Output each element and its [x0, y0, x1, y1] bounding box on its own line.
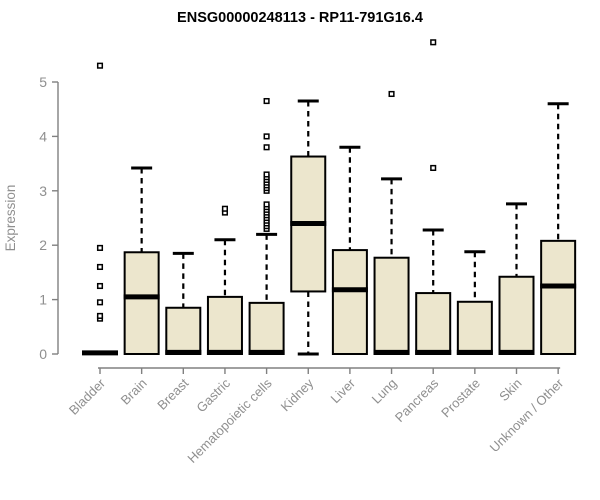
boxplot-unknown-other: [540, 102, 577, 356]
boxplot-gastric: [206, 205, 243, 356]
boxplot-lung: [373, 90, 410, 356]
boxplot-liver: [331, 145, 368, 355]
boxplot-skin: [498, 202, 535, 356]
outlier-point: [430, 164, 437, 172]
x-category-label-breast: Breast: [154, 375, 191, 412]
x-category-label-liver: Liver: [327, 375, 358, 406]
y-tick-label: 2: [39, 237, 47, 253]
outlier-point: [96, 282, 104, 290]
outlier-point: [96, 244, 104, 251]
y-tick-label: 1: [39, 292, 47, 308]
iqr-box: [248, 301, 285, 356]
x-category-label-gastric: Gastric: [193, 375, 233, 415]
boxplot-prostate: [456, 250, 493, 355]
y-tick-label: 5: [39, 74, 47, 90]
outlier-point: [263, 144, 270, 151]
outlier-point: [263, 201, 270, 208]
iqr-box: [415, 292, 452, 355]
y-tick-label: 3: [39, 183, 47, 199]
outlier-point: [263, 133, 270, 140]
outlier-point: [221, 205, 228, 212]
y-tick-label: 0: [39, 346, 47, 362]
boxplot-breast: [165, 251, 202, 356]
y-tick-label: 4: [39, 128, 47, 144]
boxplot-hematopoietic-cells: [248, 97, 285, 356]
x-category-label-bladder: Bladder: [66, 375, 109, 418]
outlier-point: [263, 97, 270, 105]
boxplot-brain: [123, 166, 160, 355]
iqr-box: [331, 249, 368, 355]
x-category-label-kidney: Kidney: [278, 375, 317, 414]
iqr-box: [540, 239, 577, 356]
x-category-label-brain: Brain: [118, 376, 150, 408]
outlier-point: [96, 299, 104, 306]
outlier-point: [96, 62, 104, 69]
iqr-box: [206, 295, 243, 356]
boxplot-pancreas: [415, 39, 452, 355]
boxplot-kidney: [290, 99, 327, 356]
outlier-point: [388, 90, 395, 98]
outlier-point: [263, 171, 270, 178]
iqr-box: [498, 275, 535, 356]
iqr-box: [456, 300, 493, 355]
x-category-label-skin: Skin: [496, 376, 524, 404]
x-category-label-unknown-other: Unknown / Other: [487, 375, 567, 455]
outlier-point: [96, 312, 104, 319]
outlier-point: [430, 39, 437, 46]
x-category-label-pancreas: Pancreas: [392, 375, 442, 425]
iqr-box: [123, 251, 160, 355]
outlier-point: [96, 263, 104, 271]
chart-title: ENSG00000248113 - RP11-791G16.4: [177, 10, 423, 26]
iqr-box: [373, 256, 410, 356]
y-axis-title: Expression: [3, 185, 18, 252]
x-category-label-lung: Lung: [369, 376, 400, 407]
x-category-label-prostate: Prostate: [438, 376, 483, 421]
box-series: [82, 39, 577, 356]
iqr-box: [165, 306, 202, 356]
boxplot-bladder: [82, 62, 118, 356]
